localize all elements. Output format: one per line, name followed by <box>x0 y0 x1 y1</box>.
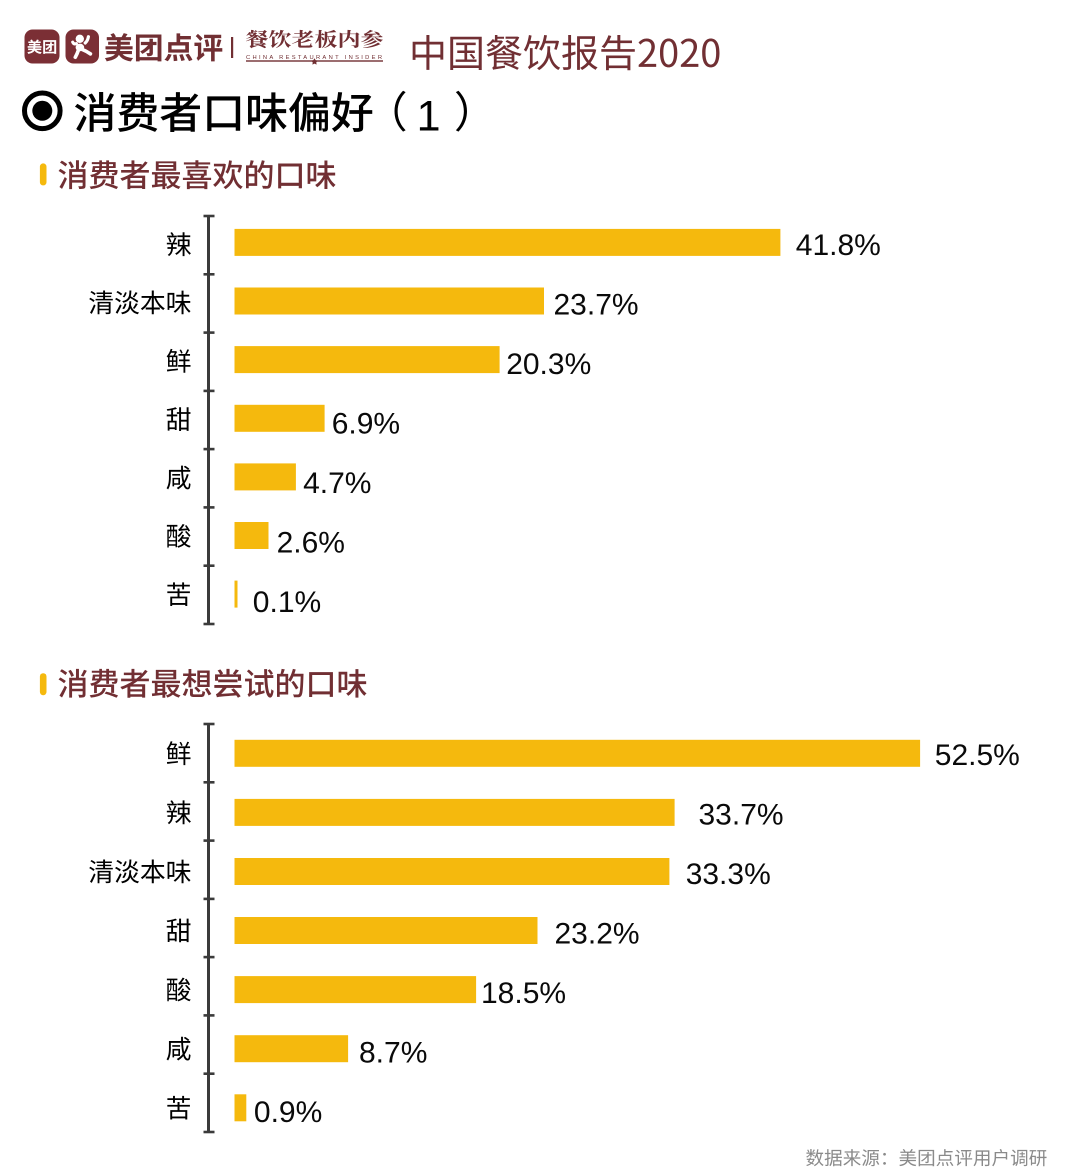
svg-text:41.8%: 41.8% <box>796 229 881 262</box>
svg-text:23.2%: 23.2% <box>555 917 640 950</box>
svg-text:0.9%: 0.9% <box>254 1096 322 1129</box>
svg-text:33.7%: 33.7% <box>699 799 784 832</box>
svg-text:52.5%: 52.5% <box>935 739 1020 772</box>
svg-text:23.7%: 23.7% <box>554 288 639 321</box>
svg-text:6.9%: 6.9% <box>332 407 400 440</box>
svg-text:2.6%: 2.6% <box>277 526 345 559</box>
svg-text:1: 1 <box>417 93 441 141</box>
svg-text:0.1%: 0.1% <box>253 586 321 619</box>
svg-text:33.3%: 33.3% <box>686 858 771 891</box>
svg-text:8.7%: 8.7% <box>359 1036 427 1069</box>
svg-text:4.7%: 4.7% <box>303 467 371 500</box>
svg-text:18.5%: 18.5% <box>481 977 566 1010</box>
svg-text:20.3%: 20.3% <box>506 348 591 381</box>
